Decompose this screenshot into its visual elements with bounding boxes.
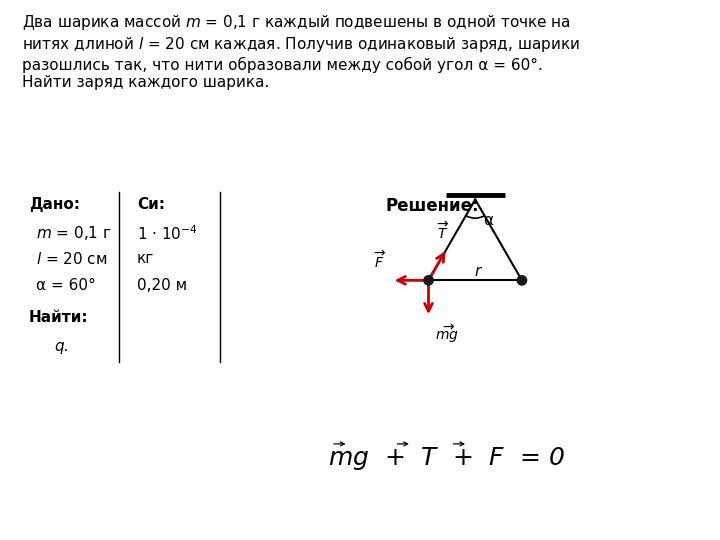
Text: $mg$  +  $T$  +  $F$  = 0: $mg$ + $T$ + $F$ = 0 [328, 446, 564, 472]
Text: Два шарика массой $m$ = 0,1 г каждый подвешены в одной точке на
нитях длиной $l$: Два шарика массой $m$ = 0,1 г каждый под… [22, 14, 580, 91]
Text: Си:: Си: [137, 197, 165, 212]
Text: Найти:: Найти: [29, 310, 89, 326]
Text: $\overrightarrow{mg}$: $\overrightarrow{mg}$ [435, 322, 459, 345]
Text: $q$.: $q$. [54, 340, 68, 356]
Text: $l$ = 20 см: $l$ = 20 см [36, 251, 107, 267]
Text: $\overrightarrow{F}$: $\overrightarrow{F}$ [374, 249, 387, 271]
Text: 1 · 10$^{-4}$: 1 · 10$^{-4}$ [137, 224, 198, 243]
Circle shape [517, 276, 526, 285]
Text: $r$: $r$ [474, 264, 483, 279]
Text: $m$ = 0,1 г: $m$ = 0,1 г [36, 224, 112, 242]
Text: Дано:: Дано: [29, 197, 80, 212]
Text: 0,20 м: 0,20 м [137, 278, 187, 293]
Text: α: α [483, 213, 494, 228]
Text: кг: кг [137, 251, 154, 266]
Text: $\overrightarrow{T}$: $\overrightarrow{T}$ [437, 220, 450, 242]
Text: α = 60°: α = 60° [36, 278, 96, 293]
Circle shape [424, 276, 433, 285]
Text: Решение:: Решение: [385, 197, 479, 215]
